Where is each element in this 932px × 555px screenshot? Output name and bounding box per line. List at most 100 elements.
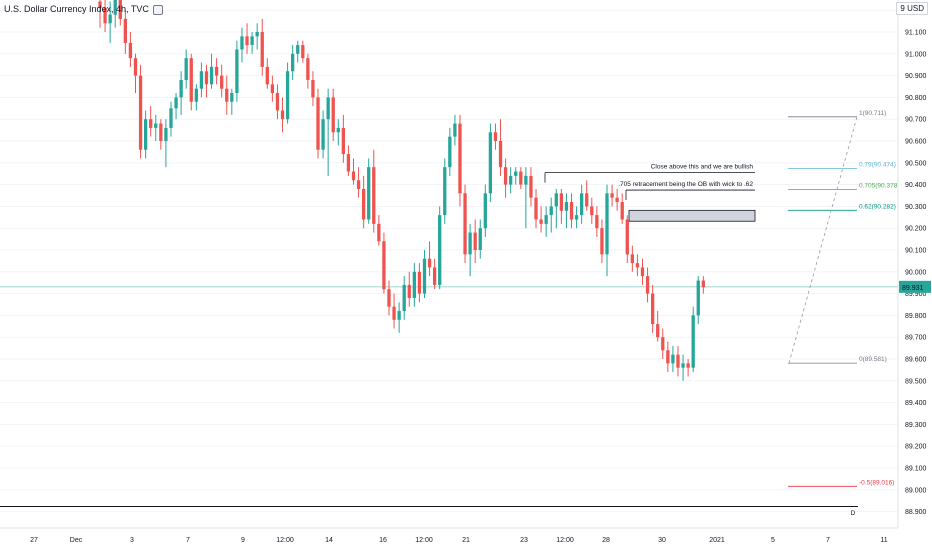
candle-body xyxy=(214,66,219,76)
candle-body xyxy=(498,141,503,168)
candle-body xyxy=(280,110,285,120)
time-tick-label: 28 xyxy=(602,537,610,544)
candle-body xyxy=(133,58,138,76)
candles xyxy=(98,0,705,381)
candle-body xyxy=(478,228,482,250)
candle-body xyxy=(549,206,553,216)
candle-body xyxy=(427,258,432,268)
currency-selector[interactable]: 9 USD xyxy=(896,2,928,15)
candle-body xyxy=(291,53,295,72)
candle-body xyxy=(691,315,695,368)
price-tick-label: 89.200 xyxy=(905,444,927,451)
candle-body xyxy=(630,254,634,264)
candle-body xyxy=(331,97,335,133)
eye-icon[interactable] xyxy=(153,4,164,15)
fib-level-label: 1(90.711) xyxy=(859,110,886,117)
price-tick-label: 90.400 xyxy=(905,182,927,189)
candle-body xyxy=(620,202,624,220)
candle-body xyxy=(296,45,300,54)
candle-body xyxy=(534,197,538,220)
candle-body xyxy=(483,193,487,229)
price-tick-label: 89.100 xyxy=(905,466,927,473)
candle-body xyxy=(407,284,411,298)
candle-body xyxy=(164,127,168,141)
price-tick-label: 91.100 xyxy=(905,30,927,37)
candle-body xyxy=(468,232,472,255)
time-tick-label: 16 xyxy=(379,537,387,544)
candle-body xyxy=(422,258,427,294)
candle-body xyxy=(194,88,198,102)
candle-body xyxy=(438,215,442,285)
candle-body xyxy=(686,363,690,368)
price-tick-label: 89.700 xyxy=(905,335,927,342)
candle-body xyxy=(351,171,356,181)
candle-body xyxy=(220,75,224,89)
candle-body xyxy=(189,58,193,102)
candle-body xyxy=(306,58,310,80)
candle-body xyxy=(666,350,670,364)
candle-body xyxy=(610,193,614,198)
candle-body xyxy=(432,267,437,285)
price-tick-label: 89.300 xyxy=(905,422,927,429)
candle-body xyxy=(225,88,229,102)
time-tick-label: 12:00 xyxy=(415,537,433,544)
candle-body xyxy=(569,202,574,220)
candle-body xyxy=(98,1,102,9)
candle-body xyxy=(285,71,290,120)
candle-body xyxy=(265,66,269,85)
candle-body xyxy=(676,354,680,368)
candle-body xyxy=(336,127,340,133)
candle-body xyxy=(554,193,558,207)
fib-retracement[interactable]: 1(90.711) 0.79(90.474) 0.705(90.378) 0.62(9… xyxy=(788,110,899,487)
chart-title: U.S. Dollar Currency Index, 4h, TVC xyxy=(4,4,149,14)
candle-body xyxy=(377,223,381,242)
candle-body xyxy=(255,32,259,37)
candle-body xyxy=(509,175,513,185)
time-tick-label: 30 xyxy=(658,537,666,544)
price-tick-label: 88.900 xyxy=(905,509,927,516)
candle-body xyxy=(392,306,396,320)
candle-body xyxy=(519,171,523,185)
price-tick-label: 90.900 xyxy=(905,73,927,80)
price-scale[interactable] xyxy=(898,0,932,550)
candle-body xyxy=(341,127,346,155)
candle-body xyxy=(696,280,700,316)
time-tick-label: 12:00 xyxy=(276,537,294,544)
candle-body xyxy=(412,271,416,298)
fib-trend-line[interactable] xyxy=(788,116,858,364)
candle-body xyxy=(108,14,112,24)
bullish-annotation: Close above this and we are bullish xyxy=(651,164,754,171)
candle-body xyxy=(199,71,204,89)
candle-body xyxy=(585,193,589,207)
candle-body xyxy=(113,0,117,15)
candle-body xyxy=(118,0,122,19)
candle-body xyxy=(326,97,330,120)
time-tick-label: 11 xyxy=(880,537,887,544)
candle-body xyxy=(372,167,376,224)
current-price-marker xyxy=(899,280,931,293)
drawings[interactable]: Close above this and we are bullish .705 … xyxy=(0,164,898,517)
time-tick-label: 27 xyxy=(30,537,38,544)
order-block-zone[interactable] xyxy=(628,209,756,222)
candle-body xyxy=(539,219,543,224)
time-tick-label: 5 xyxy=(771,537,775,544)
fib-level-label: 0.79(90.474) xyxy=(859,161,896,168)
candle-body xyxy=(149,119,153,128)
candle-body xyxy=(661,337,665,351)
candle-body xyxy=(397,311,401,320)
candle-body xyxy=(356,180,361,189)
time-tick-label: 14 xyxy=(325,537,333,544)
candle-body xyxy=(311,79,315,98)
price-tick-label: 90.700 xyxy=(905,117,927,124)
price-tick-label: 90.600 xyxy=(905,139,927,146)
candle-body xyxy=(143,119,148,150)
price-tick-label: 91.000 xyxy=(905,51,927,58)
candle-body xyxy=(275,93,280,111)
candle-body xyxy=(250,36,254,46)
candle-body xyxy=(488,132,493,194)
candle-body xyxy=(605,193,609,255)
candle-body xyxy=(640,267,645,277)
